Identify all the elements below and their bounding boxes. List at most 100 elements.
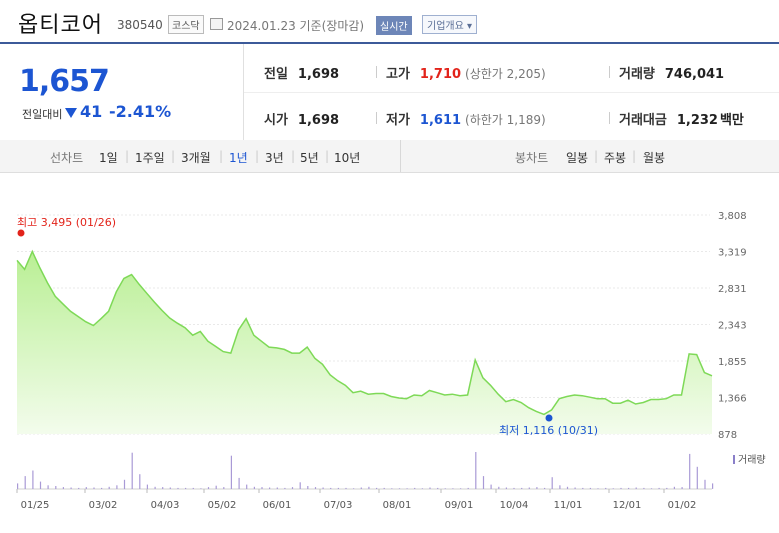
volume-bar xyxy=(528,487,530,489)
volume-bar xyxy=(177,487,179,489)
header: 옵티코어 380540 코스닥 2024.01.23 기준(장마감) 실시간 기… xyxy=(0,0,779,42)
volume-bar xyxy=(322,487,324,489)
current-price-box: 1,657 전일대비 41 -2.41% xyxy=(0,44,244,142)
x-axis-labels: 01/25 03/02 04/03 05/02 06/01 07/03 08/01 09/01… xyxy=(16,489,696,511)
volume-bar xyxy=(207,487,210,489)
period-10y[interactable]: 10년 xyxy=(334,151,361,165)
divider xyxy=(609,66,610,78)
x-tick-label: 08/01 xyxy=(383,500,412,511)
change-label: 전일대비 xyxy=(22,108,63,121)
x-tick-label: 03/02 xyxy=(89,500,118,511)
open-price: 시가 1,698 xyxy=(264,113,340,128)
line-chart-label: 선차트 xyxy=(50,151,84,165)
volume-bar xyxy=(376,487,378,489)
price-chart[interactable]: 3,808 3,319 2,831 2,343 1,855 1,366 878 01/25 0… xyxy=(0,172,779,529)
volume-bar xyxy=(612,488,614,489)
stock-code: 380540 xyxy=(117,18,163,32)
price-area xyxy=(17,251,712,434)
realtime-button[interactable]: 실시간 xyxy=(376,16,412,35)
volume-bar xyxy=(215,485,217,489)
volume-bar xyxy=(391,488,393,489)
volume-bar xyxy=(162,487,164,489)
low-price: 저가 1,611 (하한가 1,189) xyxy=(386,113,546,128)
volume-bar xyxy=(299,482,301,489)
volume-bar xyxy=(589,487,591,489)
y-tick-label: 2,343 xyxy=(718,321,747,332)
down-arrow-icon xyxy=(65,108,77,118)
current-price: 1,657 xyxy=(19,64,110,99)
volume-bar xyxy=(223,487,225,489)
x-tick-label: 12/01 xyxy=(613,500,642,511)
row-divider xyxy=(244,92,779,93)
price-summary: 1,657 전일대비 41 -2.41% 전일 1,698 고가 1,710 (상한가… xyxy=(0,42,779,143)
volume-bar xyxy=(398,488,401,489)
volume-bar xyxy=(146,484,148,489)
x-tick-label: 09/01 xyxy=(445,500,474,511)
volume-bar xyxy=(681,487,683,489)
volume-bar xyxy=(444,488,446,489)
candle-daily[interactable]: 일봉 xyxy=(566,151,589,165)
candle-weekly[interactable]: 주봉 xyxy=(604,151,627,165)
volume-bar xyxy=(635,487,637,489)
chart-toolbar: 선차트 1일 | 1주일 | 3개월 | 1년 | 3년 | 5년 | 10년 … xyxy=(0,140,779,173)
volume-bar xyxy=(200,488,202,489)
volume-bar xyxy=(559,485,561,489)
volume-bar xyxy=(673,486,675,489)
volume-bar xyxy=(238,477,240,489)
volume-bar xyxy=(169,487,171,489)
volume-bar xyxy=(544,487,546,489)
volume-bar xyxy=(521,487,523,489)
volume-bar xyxy=(253,486,255,489)
candle-monthly[interactable]: 월봉 xyxy=(643,151,666,165)
period-3m[interactable]: 3개월 xyxy=(181,151,211,165)
y-tick-label: 878 xyxy=(718,430,737,441)
volume-bar xyxy=(345,487,347,489)
volume-bar xyxy=(291,487,294,489)
volume-bar xyxy=(314,487,317,489)
volume-bar xyxy=(108,486,110,489)
volume-bar xyxy=(650,488,653,489)
volume-bar xyxy=(452,488,454,489)
divider xyxy=(376,66,377,78)
period-1d[interactable]: 1일 xyxy=(99,151,118,165)
volume-bar xyxy=(337,487,339,489)
toolbar-divider xyxy=(400,140,401,172)
market-badge: 코스닥 xyxy=(168,15,204,34)
x-tick-label: 05/02 xyxy=(208,500,237,511)
y-tick-label: 2,831 xyxy=(718,284,747,295)
candle-chart-label: 봉차트 xyxy=(515,151,549,165)
volume-bar xyxy=(696,466,698,489)
volume-bar xyxy=(605,487,607,489)
period-1y[interactable]: 1년 xyxy=(229,151,248,165)
company-info-button[interactable]: 기업개요 ▾ xyxy=(422,15,477,34)
volume-bar xyxy=(551,477,553,489)
volume-bar xyxy=(628,487,630,489)
volume-bar xyxy=(643,487,645,489)
volume-legend: 거래량 xyxy=(738,454,766,466)
x-tick-label: 10/04 xyxy=(500,500,529,511)
volume-bar xyxy=(185,487,187,489)
volume-bar xyxy=(513,487,515,489)
volume-bar xyxy=(192,487,194,489)
date-text: 2024.01.23 기준(장마감) xyxy=(227,19,365,33)
volume-bar xyxy=(712,483,714,489)
volume-bar xyxy=(93,487,95,489)
volume: 거래량 746,041 xyxy=(619,67,725,82)
x-tick-label: 06/01 xyxy=(263,500,292,511)
volume-bar xyxy=(32,470,34,489)
x-tick-label: 11/01 xyxy=(554,500,583,511)
volume-bar xyxy=(70,487,72,489)
volume-bar xyxy=(597,488,599,489)
period-1w[interactable]: 1주일 xyxy=(135,151,165,165)
period-3y[interactable]: 3년 xyxy=(265,151,284,165)
volume-bar xyxy=(353,488,355,489)
volume-bar xyxy=(620,487,622,489)
volume-bar xyxy=(62,487,64,489)
volume-bar xyxy=(536,487,538,489)
period-5y[interactable]: 5년 xyxy=(300,151,319,165)
volume-bar xyxy=(139,474,141,489)
max-annotation: 최고 3,495 (01/26) xyxy=(17,216,116,229)
volume-bar xyxy=(437,487,439,489)
volume-bar xyxy=(658,487,660,489)
